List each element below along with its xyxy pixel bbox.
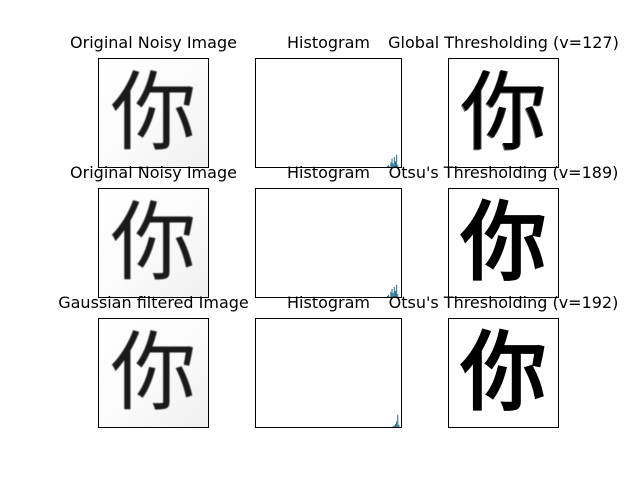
panel-title: Histogram <box>287 33 370 52</box>
histogram-bar <box>396 284 398 297</box>
character-glyph: 你 <box>460 323 547 423</box>
histogram-bar <box>394 161 396 167</box>
image-panel: 你 <box>98 58 209 168</box>
histogram-bar <box>386 295 388 297</box>
histogram-bar <box>396 421 398 427</box>
panel-title: Global Thresholding (v=127) <box>388 33 619 52</box>
character-glyph: 你 <box>110 63 197 163</box>
histogram-bar <box>389 166 391 167</box>
panel-title: Histogram <box>287 293 370 312</box>
histogram-plot <box>386 284 400 298</box>
image-panel: 你 <box>98 318 209 428</box>
histogram-bar <box>390 291 392 297</box>
histogram-plot <box>386 154 400 168</box>
histogram-bar <box>393 425 395 427</box>
histogram-bar <box>386 166 388 167</box>
image-panel: 你 <box>98 188 209 298</box>
histogram-bar <box>391 288 393 297</box>
image-panel: 你 <box>448 318 559 428</box>
histogram-bar <box>400 427 401 428</box>
histogram-bar <box>390 427 391 428</box>
histogram-bar <box>386 297 387 298</box>
histogram-panel <box>255 318 402 428</box>
histogram-bar <box>390 162 392 167</box>
histogram-bar <box>386 167 387 168</box>
histogram-bar <box>393 286 395 297</box>
histogram-panel <box>255 188 402 298</box>
histogram-bar <box>398 166 400 167</box>
panel-title: Original Noisy Image <box>70 163 237 182</box>
histogram-bar <box>397 293 399 297</box>
histogram-bar <box>394 424 396 427</box>
histogram-bar <box>398 296 400 297</box>
histogram-bar <box>388 165 390 167</box>
image-panel: 你 <box>448 58 559 168</box>
histogram-bar <box>396 154 398 167</box>
panel-title: Histogram <box>287 163 370 182</box>
panel-title: Original Noisy Image <box>70 33 237 52</box>
histogram-plot <box>390 414 401 428</box>
histogram-bar <box>391 158 393 167</box>
character-glyph: 你 <box>460 193 547 293</box>
histogram-bar <box>394 290 396 297</box>
panel-title: Otsu's Thresholding (v=192) <box>388 293 619 312</box>
histogram-bar <box>397 164 399 167</box>
histogram-bar <box>392 426 394 427</box>
histogram-bar <box>397 414 399 427</box>
panel-title: Gaussian filtered Image <box>58 293 249 312</box>
histogram-bar <box>388 294 390 297</box>
character-glyph: 你 <box>460 63 547 163</box>
histogram-panel <box>255 58 402 168</box>
character-glyph: 你 <box>110 323 197 423</box>
histogram-bar <box>392 427 393 428</box>
histogram-bar <box>392 163 394 167</box>
histogram-bar <box>393 157 395 167</box>
panel-title: Otsu's Thresholding (v=189) <box>388 163 619 182</box>
character-glyph: 你 <box>110 193 197 293</box>
histogram-bar <box>398 424 400 427</box>
histogram-bar <box>389 296 391 297</box>
histogram-bar <box>392 292 394 297</box>
image-panel: 你 <box>448 188 559 298</box>
